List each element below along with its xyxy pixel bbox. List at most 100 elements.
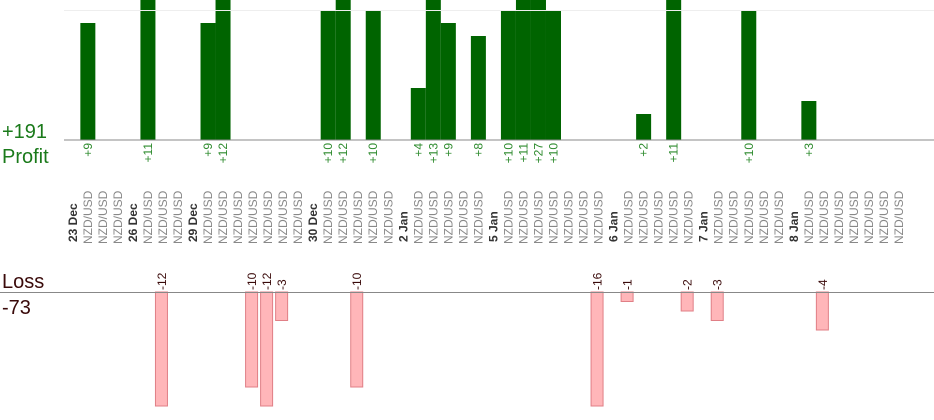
pair-label: NZD/USD <box>817 190 831 244</box>
profit-value-label: +10 <box>501 143 515 164</box>
date-label: 29 Dec <box>186 203 200 242</box>
pair-label: NZD/USD <box>276 190 290 244</box>
pair-label: NZD/USD <box>216 190 230 244</box>
profit-bar <box>320 10 336 140</box>
profit-bar <box>440 23 456 140</box>
loss-label: Loss <box>2 271 44 293</box>
loss-bar <box>590 291 604 407</box>
profit-bar <box>801 101 817 140</box>
pair-label: NZD/USD <box>847 190 861 244</box>
profit-bar <box>500 10 516 140</box>
pair-label: NZD/USD <box>261 190 275 244</box>
pair-label: NZD/USD <box>712 190 726 244</box>
pair-label: NZD/USD <box>141 190 155 244</box>
loss-bar <box>154 291 168 407</box>
date-label: 23 Dec <box>66 203 80 242</box>
profit-bar <box>515 0 531 140</box>
pair-label: NZD/USD <box>772 190 786 244</box>
loss-value-label: -10 <box>245 272 259 290</box>
pair-label: NZD/USD <box>682 190 696 244</box>
profit-bar <box>470 36 486 140</box>
pair-label: NZD/USD <box>471 190 485 244</box>
profit-value-label: +27 <box>531 143 545 164</box>
pair-label: NZD/USD <box>351 190 365 244</box>
pair-label: NZD/USD <box>381 190 395 244</box>
pair-label: NZD/USD <box>501 190 515 244</box>
loss-bar <box>350 291 364 388</box>
pair-label: NZD/USD <box>832 190 846 244</box>
pair-label: NZD/USD <box>546 190 560 244</box>
pair-label: NZD/USD <box>727 190 741 244</box>
pair-label: NZD/USD <box>637 190 651 244</box>
profit-value-label: +12 <box>216 143 230 164</box>
pair-label: NZD/USD <box>877 190 891 244</box>
pair-label: NZD/USD <box>201 190 215 244</box>
pair-label: NZD/USD <box>231 190 245 244</box>
date-label: 7 Jan <box>697 211 711 242</box>
pair-label: NZD/USD <box>667 190 681 244</box>
loss-value-label: -1 <box>621 279 635 290</box>
pair-label: NZD/USD <box>862 190 876 244</box>
profit-value-label: +11 <box>516 143 530 163</box>
pair-label: NZD/USD <box>577 190 591 244</box>
profit-value-label: +13 <box>426 143 440 164</box>
loss-value-label: -12 <box>260 272 274 290</box>
pair-label: NZD/USD <box>441 190 455 244</box>
pair-label: NZD/USD <box>757 190 771 244</box>
profit-total: +191 <box>2 121 47 143</box>
profit-bar <box>545 10 561 140</box>
loss-bar <box>680 291 694 312</box>
profit-value-label: +10 <box>546 143 560 164</box>
profit-value-label: +12 <box>336 143 350 164</box>
loss-bar <box>245 291 259 388</box>
profit-bar <box>425 0 441 140</box>
pair-label: NZD/USD <box>531 190 545 244</box>
profit-value-label: +11 <box>141 143 155 163</box>
loss-value-label: -16 <box>591 272 605 290</box>
pair-label: NZD/USD <box>111 190 125 244</box>
date-label: 2 Jan <box>396 211 410 242</box>
profit-value-label: +10 <box>366 143 380 164</box>
loss-value-label: -2 <box>681 279 695 290</box>
profit-value-label: +8 <box>471 143 485 157</box>
pair-label: NZD/USD <box>366 190 380 244</box>
profit-value-label: +10 <box>321 143 335 164</box>
loss-bar <box>815 291 829 331</box>
loss-value-label: -10 <box>350 272 364 290</box>
loss-value-label: -3 <box>275 279 289 290</box>
pair-label: NZD/USD <box>742 190 756 244</box>
profit-bar <box>666 0 682 140</box>
pair-label: NZD/USD <box>336 190 350 244</box>
pair-label: NZD/USD <box>96 190 110 244</box>
profit-bar <box>80 23 96 140</box>
profit-bar <box>410 88 426 140</box>
date-label: 26 Dec <box>126 203 140 242</box>
date-label: 6 Jan <box>607 211 621 242</box>
loss-bar <box>260 291 274 407</box>
pair-label: NZD/USD <box>411 190 425 244</box>
pair-label: NZD/USD <box>81 190 95 244</box>
profit-bar <box>636 114 652 140</box>
profit-bar <box>200 23 216 140</box>
profit-bar <box>140 0 156 140</box>
date-label: 5 Jan <box>486 211 500 242</box>
pair-label: NZD/USD <box>802 190 816 244</box>
profit-value-label: +9 <box>201 143 215 157</box>
profit-value-label: +2 <box>637 143 651 157</box>
date-label: 8 Jan <box>787 211 801 242</box>
bars-layer <box>80 0 829 407</box>
pair-label: NZD/USD <box>171 190 185 244</box>
pair-label: NZD/USD <box>652 190 666 244</box>
date-label: 30 Dec <box>306 203 320 242</box>
pair-label: NZD/USD <box>291 190 305 244</box>
pair-label: NZD/USD <box>246 190 260 244</box>
profit-bar <box>530 0 546 140</box>
loss-bar <box>620 291 634 302</box>
pair-label: NZD/USD <box>892 190 906 244</box>
pair-label: NZD/USD <box>592 190 606 244</box>
profit-value-label: +4 <box>411 143 425 157</box>
loss-bar <box>275 291 289 321</box>
loss-value-label: -4 <box>816 279 830 290</box>
loss-bar <box>710 291 724 321</box>
